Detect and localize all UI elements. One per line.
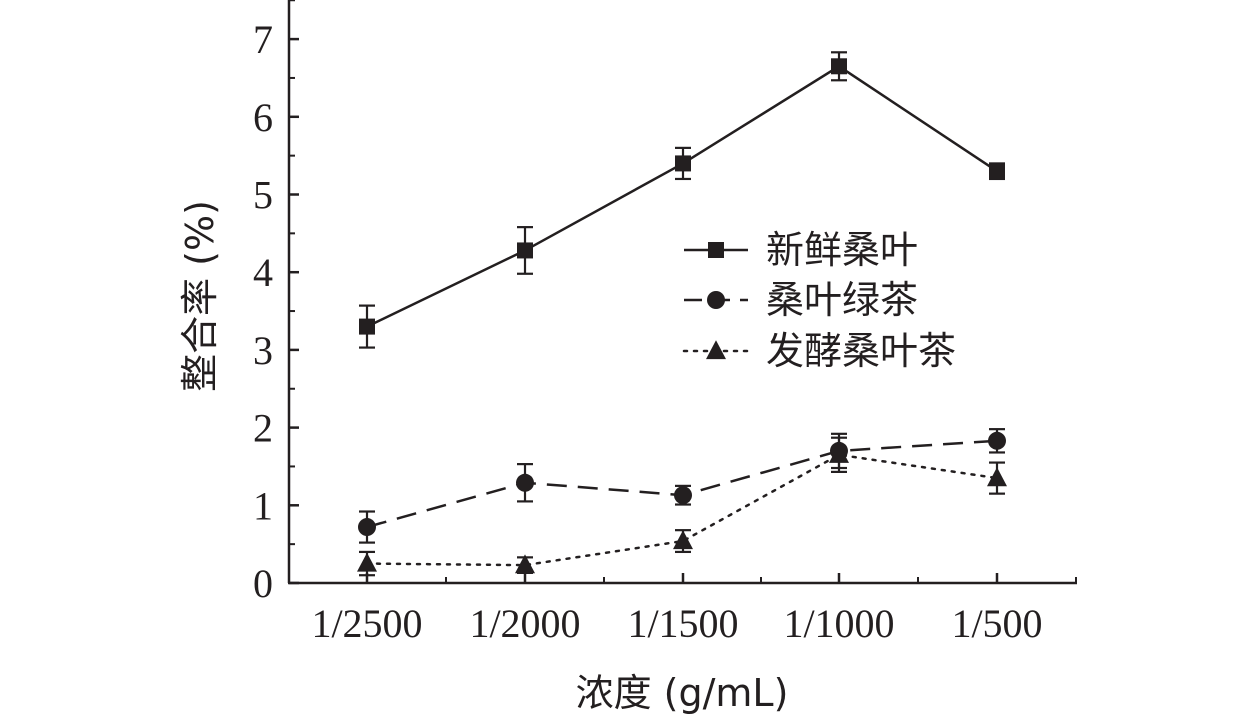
data-point [989, 163, 1005, 180]
legend-item: 新鲜桑叶 [684, 228, 918, 272]
x-tick-label: 1/1000 [783, 601, 894, 646]
y-tick-label: 1 [253, 483, 273, 528]
legend-label: 桑叶绿茶 [766, 278, 918, 322]
y-tick-label: 7 [253, 17, 273, 62]
axes: 0 1 2 3 4 5 6 7 1/2500 1/2000 1/1500 1/1000 1/500 [253, 0, 1077, 646]
series-square [359, 51, 1005, 349]
legend-marker [707, 291, 725, 309]
x-tick-label: 1/2500 [311, 601, 422, 646]
x-tick-label: 1/2000 [469, 601, 580, 646]
x-tick-label: 1/500 [951, 601, 1042, 646]
y-tick-label: 5 [253, 173, 273, 218]
data-point [357, 552, 377, 572]
x-tick-label: 1/1500 [627, 601, 738, 646]
series-line [365, 453, 999, 567]
series-circle [358, 428, 1006, 544]
y-tick-label: 3 [253, 328, 273, 373]
data-point [517, 242, 533, 259]
series-triangle [357, 436, 1007, 577]
legend-marker [706, 340, 726, 360]
y-tick-label: 6 [253, 95, 273, 140]
legend-label: 新鲜桑叶 [766, 228, 918, 272]
y-axis-title: 整合率 (%) [178, 200, 222, 392]
y-tick-label: 2 [253, 406, 273, 451]
legend-item: 桑叶绿茶 [684, 278, 918, 322]
data-point [359, 318, 375, 335]
legend-item: 发酵桑叶茶 [682, 329, 956, 373]
data-point [516, 473, 534, 492]
series-line [366, 439, 998, 529]
data-point [673, 530, 693, 550]
legend-marker [708, 242, 724, 258]
legend-label: 发酵桑叶茶 [766, 329, 956, 373]
y-tick-label: 4 [253, 250, 273, 295]
data-point [515, 554, 535, 574]
data-point [831, 58, 847, 75]
data-point [674, 486, 692, 505]
x-axis-title: 浓度 (g/mL) [576, 671, 789, 715]
series-group [357, 51, 1007, 577]
data-point [988, 431, 1006, 450]
data-point [829, 443, 849, 463]
data-point [675, 155, 691, 172]
data-point [987, 467, 1007, 487]
data-point [358, 518, 376, 537]
y-tick-label: 0 [253, 561, 273, 606]
